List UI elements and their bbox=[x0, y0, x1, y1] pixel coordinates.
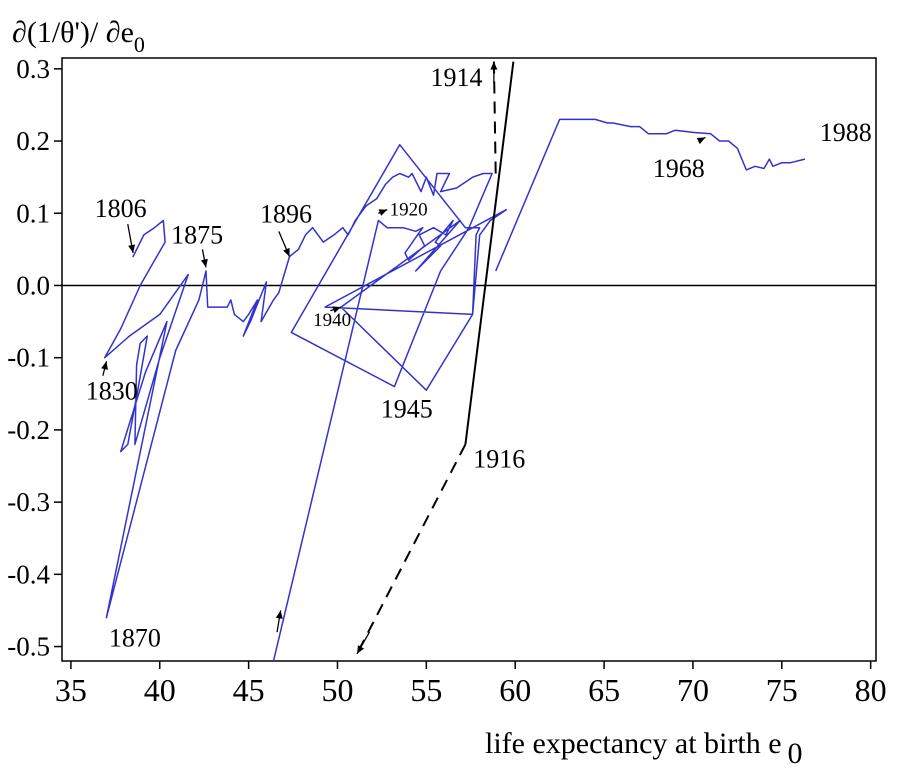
annotation-arrow-head bbox=[101, 361, 108, 370]
year-annotation: 1875 bbox=[171, 221, 223, 250]
annotation-arrow-head bbox=[332, 306, 342, 314]
y-tick-label: 0.2 bbox=[16, 126, 50, 156]
series-line-4 bbox=[356, 443, 467, 655]
year-annotation: 1920 bbox=[390, 199, 428, 220]
y-tick-label: -0.5 bbox=[7, 632, 50, 662]
x-axis: 35 40 45 50 55 60 65 70 75 80 bbox=[55, 661, 887, 708]
x-tick-label: 70 bbox=[677, 672, 709, 708]
y-tick-label: 0.1 bbox=[16, 198, 50, 228]
y-tick-label: -0.3 bbox=[7, 487, 50, 517]
x-tick-label: 65 bbox=[588, 672, 620, 708]
y-axis-title-text: ∂(1/θ')/ ∂e bbox=[12, 16, 134, 49]
series-line-1 bbox=[103, 143, 508, 661]
svg-text:∂(1/θ')/ ∂e0: ∂(1/θ')/ ∂e0 bbox=[12, 16, 145, 57]
year-annotation: 1870 bbox=[109, 624, 161, 653]
y-axis-title: ∂(1/θ')/ ∂e0 bbox=[12, 16, 145, 57]
annotation-arrow-head bbox=[275, 610, 283, 619]
x-tick-label: 40 bbox=[144, 672, 176, 708]
svg-text:life expectancy at birth e0: life expectancy at birth e0 bbox=[485, 727, 803, 768]
plot-border bbox=[61, 57, 877, 662]
y-tick-label: -0.1 bbox=[7, 343, 50, 373]
x-tick-label: 75 bbox=[766, 672, 798, 708]
year-annotation: 1830 bbox=[86, 377, 138, 406]
annotation-arrow-head bbox=[128, 244, 136, 253]
x-tick-label: 55 bbox=[410, 672, 442, 708]
arrow-layer bbox=[101, 61, 706, 655]
x-tick-label: 80 bbox=[855, 672, 887, 708]
y-tick-label: 0.3 bbox=[16, 54, 50, 84]
x-axis-title-subscript: 0 bbox=[788, 737, 803, 768]
annotation-arrow-head bbox=[378, 209, 388, 216]
annotation-arrow-head bbox=[490, 61, 498, 70]
y-tick-label: -0.2 bbox=[7, 415, 50, 445]
year-annotation: 1914 bbox=[431, 63, 483, 92]
x-tick-label: 50 bbox=[321, 672, 353, 708]
year-annotation: 1945 bbox=[381, 395, 433, 424]
annotation-arrow-head bbox=[283, 247, 290, 257]
year-annotation: 1940 bbox=[313, 310, 351, 331]
series-line-3 bbox=[464, 61, 515, 445]
x-tick-label: 60 bbox=[499, 672, 531, 708]
x-axis-title-text: life expectancy at birth e bbox=[485, 727, 782, 760]
x-tick-label: 35 bbox=[55, 672, 87, 708]
y-axis-title-subscript: 0 bbox=[134, 32, 145, 57]
annotation-layer: 1806 1875 1896 1920 1830 1940 1945 1914 1916 1968… bbox=[86, 63, 872, 652]
y-tick-label: -0.4 bbox=[7, 559, 50, 589]
series-line-2 bbox=[495, 118, 806, 272]
y-axis: -0.5 -0.4 -0.3 -0.2 -0.1 0.0 0.1 0.2 0.3 bbox=[7, 54, 62, 662]
y-tick-label: 0.0 bbox=[16, 270, 50, 300]
series-layer bbox=[103, 61, 806, 661]
x-tick-label: 45 bbox=[233, 672, 265, 708]
year-annotation: 1806 bbox=[95, 194, 147, 223]
annotation-arrow-head bbox=[357, 645, 365, 654]
year-annotation: 1896 bbox=[260, 200, 312, 229]
annotation-arrow-head bbox=[696, 137, 706, 145]
year-annotation: 1988 bbox=[820, 118, 872, 147]
year-annotation: 1916 bbox=[473, 444, 525, 473]
plot-frame bbox=[61, 57, 877, 662]
year-annotation: 1968 bbox=[653, 154, 705, 183]
annotation-arrow-head bbox=[200, 258, 208, 268]
